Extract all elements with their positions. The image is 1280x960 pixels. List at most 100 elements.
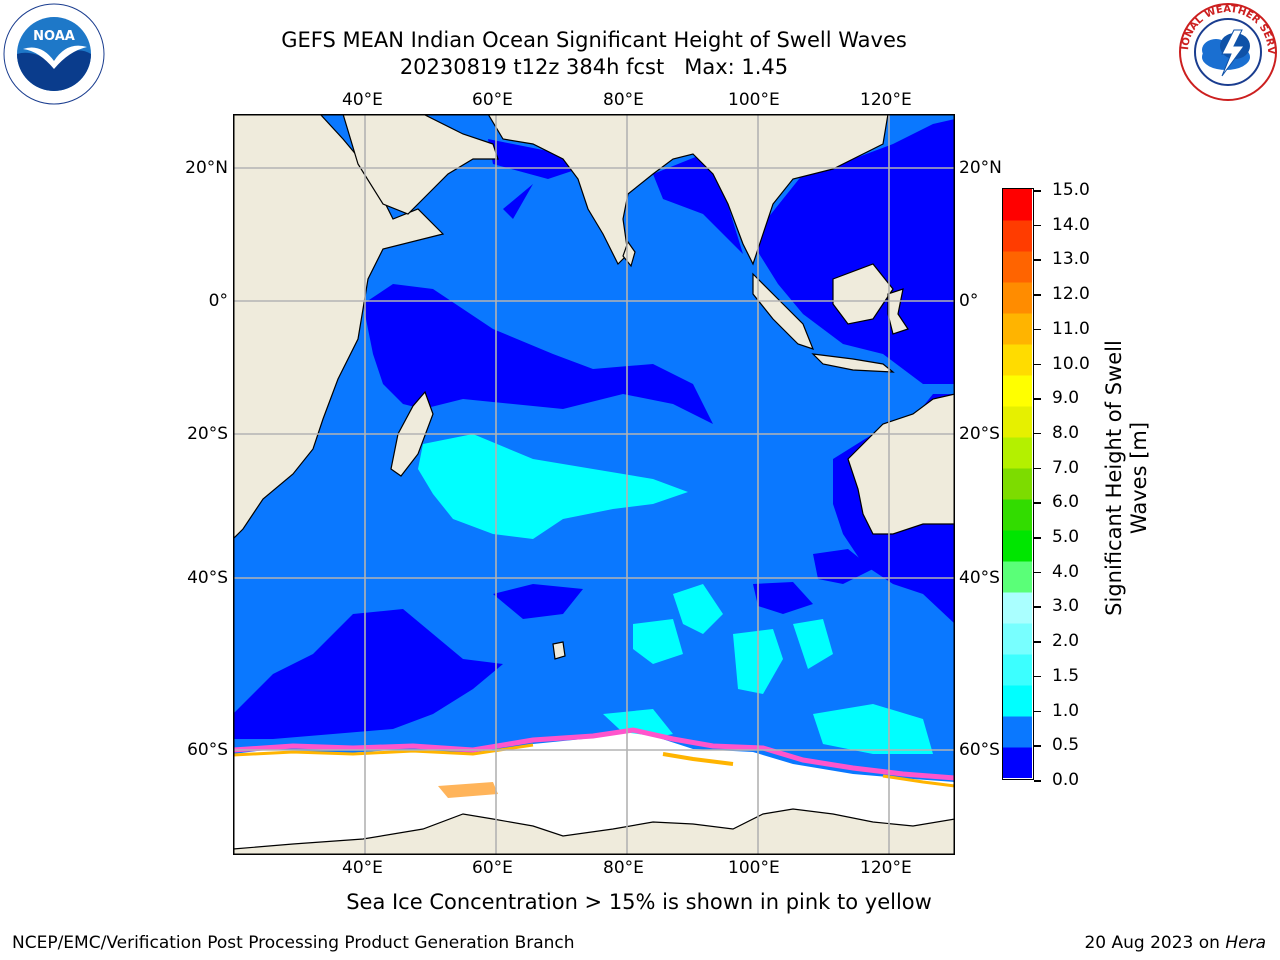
- antarctica-land: [233, 808, 955, 855]
- sumatra-land: [752, 272, 815, 350]
- colorbar-tick-mark: [1034, 432, 1041, 435]
- lon-label-bottom: 60°E: [472, 858, 513, 878]
- chart-subtitle: 20230819 t12z 384h fcst Max: 1.45: [399, 55, 789, 79]
- lat-label-left: 60°S: [187, 740, 228, 760]
- footer-host: Hera: [1225, 933, 1266, 953]
- colorbar-swatch: [1003, 561, 1032, 593]
- asia-land: [487, 114, 955, 266]
- nws-logo: NATIONAL WEATHER SERVICE: [1174, 0, 1278, 102]
- colorbar-swatch: [1003, 747, 1032, 778]
- kerguelen-land: [552, 641, 566, 660]
- colorbar-swatch: [1003, 654, 1032, 686]
- colorbar-tick-mark: [1034, 571, 1041, 574]
- colorbar-tick-label: 11.0: [1052, 318, 1090, 339]
- colorbar-tick-label: 10.0: [1052, 353, 1090, 374]
- colorbar-tick-label: 15.0: [1052, 180, 1090, 200]
- java-land: [811, 353, 895, 373]
- colorbar-swatch: [1003, 685, 1032, 717]
- colorbar-swatch: [1003, 499, 1032, 531]
- colorbar-tick-label: 14.0: [1052, 214, 1090, 235]
- colorbar-tick-mark: [1034, 294, 1041, 296]
- colorbar-tick-mark: [1034, 675, 1041, 678]
- australia-land: [847, 393, 955, 535]
- colorbar-tick-mark: [1034, 606, 1041, 608]
- colorbar-swatch: [1003, 716, 1032, 748]
- lon-label-bottom: 100°E: [728, 858, 780, 878]
- lat-label-right: 40°S: [959, 568, 1000, 588]
- arabia-land: [342, 114, 499, 215]
- lat-label-left: 40°S: [187, 568, 228, 588]
- colorbar-tick-mark: [1034, 363, 1041, 366]
- colorbar-label-line2: Waves [m]: [1127, 421, 1151, 535]
- colorbar-tick-mark: [1034, 467, 1041, 470]
- lat-label-left: 20°N: [185, 158, 228, 178]
- lat-label-left: 0°: [208, 291, 228, 311]
- colorbar-tick-mark: [1034, 224, 1041, 227]
- lat-label-right: 0°: [959, 291, 979, 311]
- colorbar-swatches: [1003, 189, 1032, 778]
- lat-label-left: 20°S: [187, 424, 228, 444]
- colorbar-swatch: [1003, 468, 1032, 500]
- colorbar-tick-label: 2.0: [1052, 631, 1080, 652]
- lon-label-top: 100°E: [728, 90, 780, 110]
- colorbar-tick-mark: [1034, 641, 1041, 643]
- colorbar-swatch: [1003, 623, 1032, 655]
- colorbar-swatch: [1003, 530, 1032, 562]
- lon-label-top: 120°E: [860, 90, 912, 110]
- colorbar-tick-mark: [1034, 398, 1041, 400]
- colorbar-tick-label: 5.0: [1052, 527, 1080, 548]
- colorbar: [1002, 188, 1034, 780]
- colorbar-tick-label: 9.0: [1052, 388, 1080, 409]
- land-masses: [233, 114, 955, 660]
- noaa-logo: NOAA: [3, 3, 105, 105]
- colorbar-tick-mark: [1034, 328, 1041, 331]
- lat-label-right: 20°N: [959, 158, 1002, 178]
- colorbar-tick-label: 4.0: [1052, 561, 1080, 582]
- colorbar-swatch: [1003, 282, 1032, 314]
- colorbar-tick-label: 13.0: [1052, 249, 1090, 270]
- colorbar-tick-label: 1.5: [1052, 665, 1080, 686]
- colorbar-tick-mark: [1034, 190, 1041, 192]
- colorbar-swatch: [1003, 406, 1032, 438]
- lon-label-top: 60°E: [472, 90, 513, 110]
- high-swell-region: [418, 434, 688, 539]
- footer-date-text: 20 Aug 2023 on: [1084, 933, 1226, 953]
- colorbar-swatch: [1003, 313, 1032, 345]
- colorbar-swatch: [1003, 344, 1032, 376]
- swell-map: [233, 114, 955, 855]
- map-panel: [233, 114, 955, 855]
- colorbar-tick-label: 3.0: [1052, 596, 1080, 617]
- colorbar-tick-label: 7.0: [1052, 457, 1080, 478]
- colorbar-tick-mark: [1034, 502, 1041, 504]
- lon-label-bottom: 80°E: [603, 858, 644, 878]
- colorbar-tick-label: 12.0: [1052, 284, 1090, 305]
- colorbar-swatch: [1003, 592, 1032, 624]
- colorbar-tick-mark: [1034, 745, 1041, 747]
- colorbar-swatch: [1003, 437, 1032, 469]
- colorbar-tick-label: 0.0: [1052, 770, 1080, 790]
- colorbar-swatch: [1003, 251, 1032, 283]
- colorbar-swatch: [1003, 220, 1032, 252]
- colorbar-tick-label: 1.0: [1052, 700, 1080, 721]
- colorbar-label-line1: Significant Height of Swell: [1102, 340, 1126, 616]
- colorbar-swatch: [1003, 189, 1032, 221]
- colorbar-tick-mark: [1034, 259, 1041, 261]
- colorbar-tick-label: 8.0: [1052, 422, 1080, 443]
- colorbar-tick-mark: [1034, 537, 1041, 539]
- lon-label-top: 40°E: [342, 90, 383, 110]
- noaa-logo-text: NOAA: [33, 29, 75, 44]
- colorbar-tick-label: 6.0: [1052, 492, 1080, 513]
- footer-org: NCEP/EMC/Verification Post Processing Pr…: [12, 933, 575, 953]
- lat-label-right: 20°S: [959, 424, 1000, 444]
- colorbar-tick-mark: [1034, 780, 1041, 782]
- sea-ice-edge: [233, 727, 955, 781]
- colorbar-swatch: [1003, 375, 1032, 407]
- colorbar-tick-mark: [1034, 710, 1041, 713]
- lon-label-bottom: 120°E: [860, 858, 912, 878]
- graticule: [233, 114, 955, 855]
- lon-label-top: 80°E: [603, 90, 644, 110]
- lon-label-bottom: 40°E: [342, 858, 383, 878]
- chart-title: GEFS MEAN Indian Ocean Significant Heigh…: [281, 28, 907, 52]
- sri-lanka-land: [622, 240, 636, 268]
- sea-ice-note: Sea Ice Concentration > 15% is shown in …: [346, 890, 932, 914]
